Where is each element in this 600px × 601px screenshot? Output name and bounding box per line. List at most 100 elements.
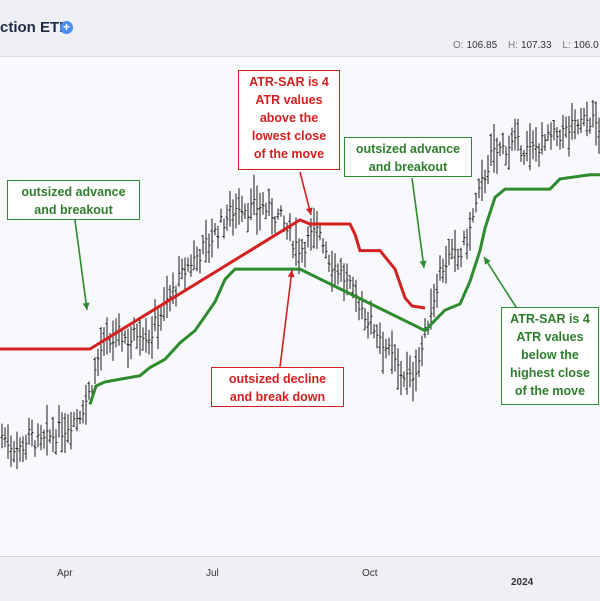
price-bar (127, 329, 130, 368)
price-bar (220, 209, 223, 223)
price-bar (97, 349, 100, 376)
price-bar (553, 120, 556, 140)
price-bar (385, 339, 388, 358)
price-bar (208, 233, 211, 263)
price-bar (142, 327, 145, 350)
price-bar (556, 127, 559, 146)
price-bar (124, 330, 127, 344)
price-bar (28, 418, 31, 445)
price-bar (484, 170, 487, 194)
price-bar (577, 119, 580, 134)
price-bar (22, 436, 25, 462)
price-bar (139, 319, 142, 356)
price-bar (568, 116, 571, 156)
tick-apr: Apr (57, 568, 73, 579)
price-bar (148, 330, 151, 355)
price-bar (274, 216, 277, 233)
price-bar (418, 347, 421, 377)
price-bar (586, 102, 589, 137)
price-bar (541, 122, 544, 154)
callout-atr-sar-below: ATR-SAR is 4 ATR values below the highes… (501, 307, 599, 405)
price-bar (277, 209, 280, 220)
price-bar (241, 196, 244, 222)
price-bar (199, 249, 202, 274)
price-bar (400, 361, 403, 395)
price-bar (88, 381, 91, 399)
price-bar (259, 193, 262, 231)
price-bar (403, 371, 406, 387)
price-bar (373, 324, 376, 338)
price-bar (13, 441, 16, 462)
price-bar (304, 242, 307, 267)
price-bar (406, 352, 409, 395)
price-bar (232, 199, 235, 235)
price-bar (364, 308, 367, 330)
price-bar (448, 239, 451, 265)
callout-outsized-decline: outsized decline and break down (211, 367, 344, 407)
price-bar (580, 108, 583, 133)
arrow-advance-left (75, 220, 90, 310)
price-bar (382, 332, 385, 374)
price-bar (112, 321, 115, 361)
price-bar (412, 362, 415, 402)
price-bar (10, 435, 13, 466)
price-bar (238, 188, 241, 224)
price-bar (130, 326, 133, 359)
price-bar (193, 240, 196, 270)
price-bar (409, 355, 412, 387)
price-bar (367, 312, 370, 339)
price-bar (223, 219, 226, 239)
price-bar (292, 241, 295, 259)
price-bar (436, 274, 439, 308)
price-bar (574, 109, 577, 139)
price-bar (589, 118, 592, 134)
price-bar (520, 145, 523, 162)
price-bar (526, 131, 529, 161)
price-bar (253, 175, 256, 215)
price-bar (94, 357, 97, 384)
price-bar (391, 331, 394, 374)
price-bar (205, 220, 208, 263)
price-bar (1, 424, 4, 449)
price-bar (235, 193, 238, 228)
price-bar (37, 423, 40, 447)
price-bar (49, 429, 52, 443)
callout-atr-sar-above: ATR-SAR is 4 ATR values above the lowest… (238, 70, 340, 170)
price-bar (313, 208, 316, 248)
price-bar (469, 212, 472, 250)
price-bar (40, 425, 43, 450)
price-bar (583, 108, 586, 126)
price-bar (388, 338, 391, 356)
price-bar (445, 246, 448, 284)
price-bar (472, 208, 475, 222)
price-bar (343, 263, 346, 301)
price-bar (34, 440, 37, 457)
price-bar (337, 263, 340, 284)
price-bar (592, 100, 595, 127)
price-bar (316, 211, 319, 249)
price-bar (550, 122, 553, 149)
price-bar (181, 259, 184, 280)
price-bar (196, 247, 199, 272)
price-bar (511, 128, 514, 151)
price-bar (85, 385, 88, 425)
price-bar (517, 119, 520, 151)
price-bar (499, 142, 502, 157)
price-bar (475, 193, 478, 213)
price-bar (160, 306, 163, 331)
price-bar (184, 257, 187, 289)
price-bar (31, 420, 34, 447)
price-bar (100, 327, 103, 370)
price-bar (136, 323, 139, 348)
price-bar (559, 129, 562, 149)
arrow-sar-above (300, 172, 313, 215)
price-bar (460, 248, 463, 267)
price-bar (538, 143, 541, 166)
price-bar (490, 133, 493, 166)
price-bar (271, 198, 274, 234)
callout-outsized-advance-mid: outsized advance and breakout (344, 137, 472, 177)
price-bar (376, 324, 379, 348)
price-bar (532, 130, 535, 159)
price-bar (439, 255, 442, 280)
price-bar (340, 258, 343, 282)
